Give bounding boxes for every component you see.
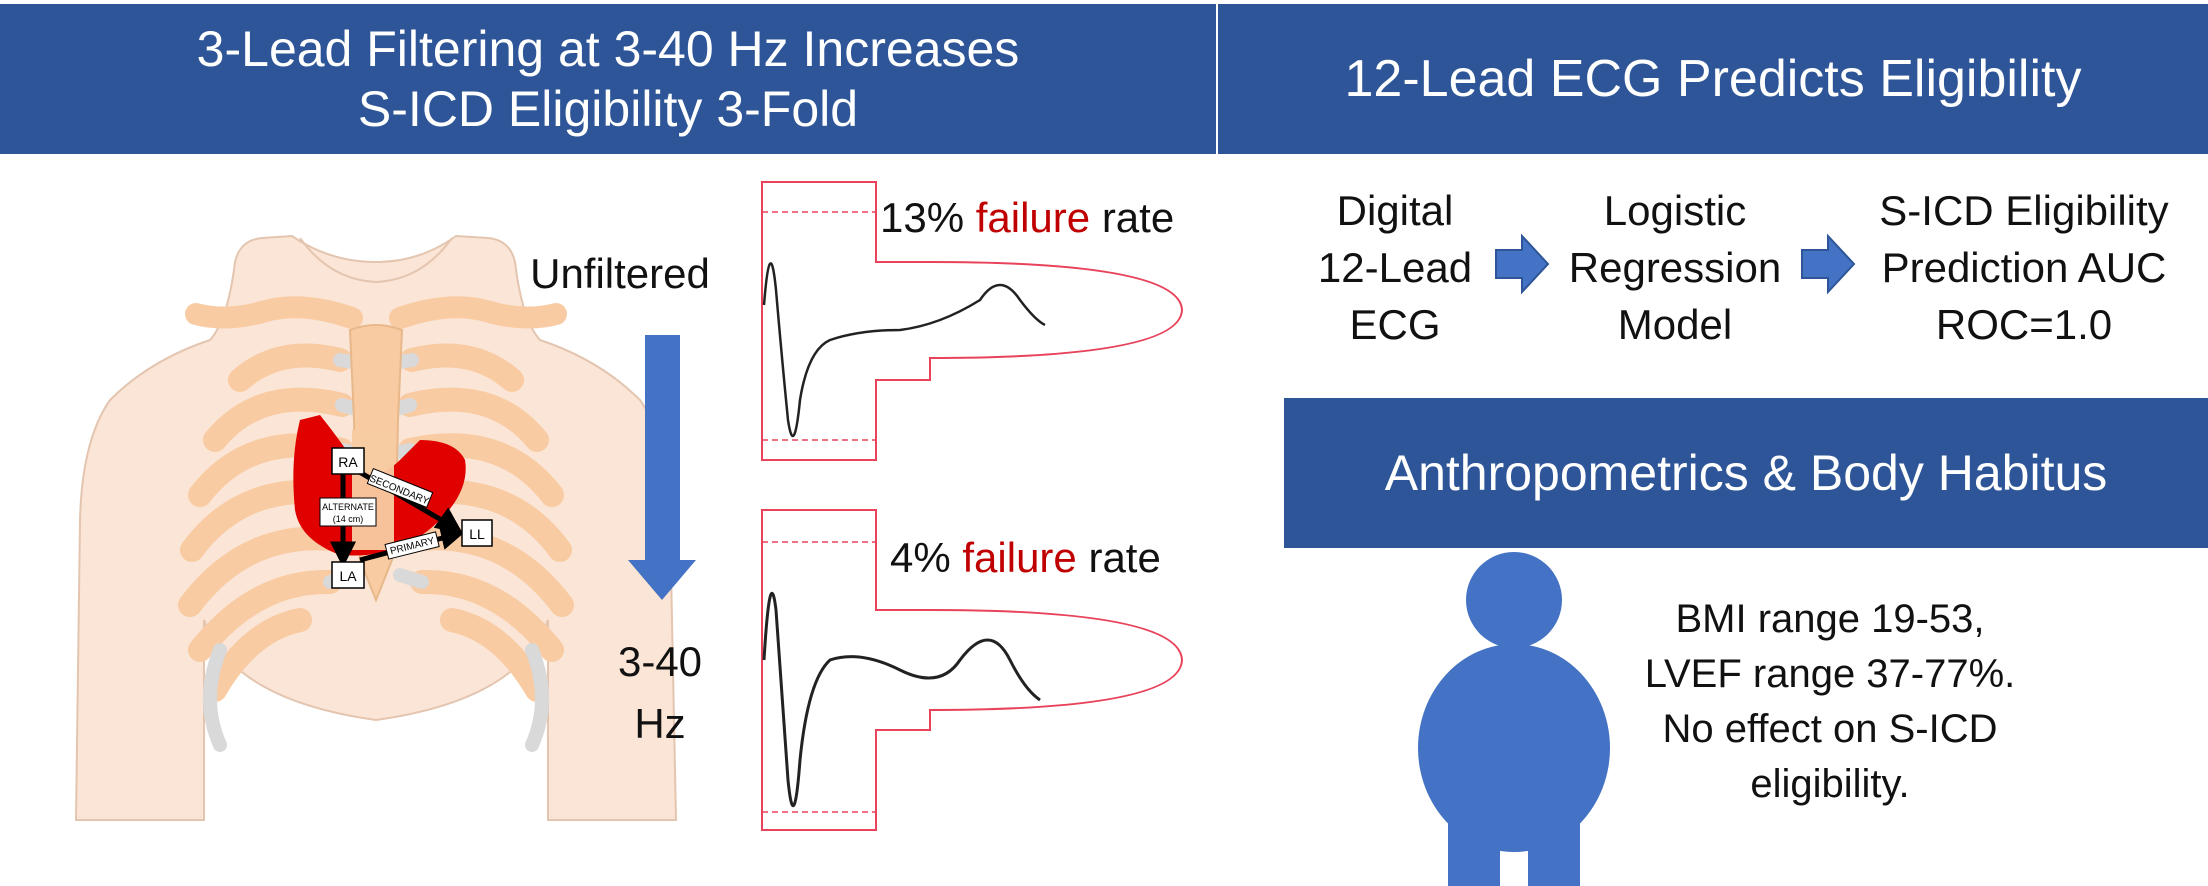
pipeline-step-ecg: Digital 12-Lead ECG [1300,182,1490,353]
right-clavicle [389,296,567,329]
pipeline-arrow-2 [1801,233,1856,295]
step1-line2: 12-Lead [1317,244,1473,291]
lead-ll-label: LL [469,526,485,542]
primary-label-box [384,531,440,560]
pipeline-step-model: Logistic Regression Model [1550,182,1800,353]
body-figure-icon [1418,552,1610,886]
pipeline-arrow-1 [1495,233,1550,295]
bmi-line3: No effect on S-ICD [1662,707,1998,751]
ecg-trace-unfiltered [762,262,1046,438]
body-habitus-text: BMI range 19-53, LVEF range 37-77%. No e… [1640,592,2020,812]
ecg-trace-filtered [762,591,1041,808]
failure-word-unfiltered: failure [975,194,1091,241]
failure-word-filtered: failure [962,534,1077,581]
step1-line1: Digital [1336,187,1454,234]
vector-alternate-label-line2: (14 cm) [333,514,364,524]
failure-rate-filtered: 4% failure rate [890,534,1161,582]
unfiltered-label: Unfiltered [530,250,710,297]
step3-line2: Prediction AUC [1881,244,2167,291]
step2-line3: Model [1617,301,1733,348]
lead-ra-label: RA [338,454,358,470]
pipeline-step-prediction: S-ICD Eligibility Prediction AUC ROC=1.0 [1856,182,2192,353]
left-clavicle [185,296,363,329]
left-title-line1: 3-Lead Filtering at 3-40 Hz Increases [196,21,1020,77]
template-outline-filtered [761,509,1184,831]
failure-rate-filtered-value: 4% [890,534,951,581]
rate-word-unfiltered: rate [1101,194,1175,241]
bmi-line1: BMI range 19-53, [1675,597,1985,641]
neck [299,237,453,284]
vector-alternate-label-line1: ALTERNATE [322,502,374,512]
template-filtered [761,509,1184,831]
bmi-line2: LVEF range 37-77%. [1644,652,2016,696]
rate-word-filtered: rate [1088,534,1161,581]
step3-line3: ROC=1.0 [1935,301,2113,348]
anthropometrics-title: Anthropometrics & Body Habitus [1284,398,2208,548]
anthropometrics-title-text: Anthropometrics & Body Habitus [1384,445,2108,501]
left-title-line2: S-ICD Eligibility 3-Fold [357,81,859,137]
secondary-label-box [366,467,434,509]
left-panel-title: 3-Lead Filtering at 3-40 Hz Increases S-… [0,4,1216,154]
step2-line2: Regression [1568,244,1782,291]
right-title-text: 12-Lead ECG Predicts Eligibility [1344,50,2082,108]
template-unfiltered [761,181,1184,461]
step3-line1: S-ICD Eligibility [1879,187,2169,234]
filtered-label-line1: 3-40 [617,638,703,685]
failure-rate-unfiltered: 13% failure rate [880,194,1174,242]
lead-la-box [331,561,365,589]
filter-down-arrow [628,335,696,600]
step1-line3: ECG [1349,301,1441,348]
template-outline-unfiltered [761,181,1184,461]
failure-rate-unfiltered-value: 13% [880,194,965,241]
alternate-label-box [319,497,377,527]
lead-ra-box [331,447,365,475]
step2-line1: Logistic [1603,187,1747,234]
right-panel-title: 12-Lead ECG Predicts Eligibility [1218,4,2208,154]
filtered-label-line2: Hz [634,700,686,747]
bmi-line4: eligibility. [1750,762,1910,806]
lead-ll-box [461,519,493,547]
lead-la-label: LA [339,568,357,584]
